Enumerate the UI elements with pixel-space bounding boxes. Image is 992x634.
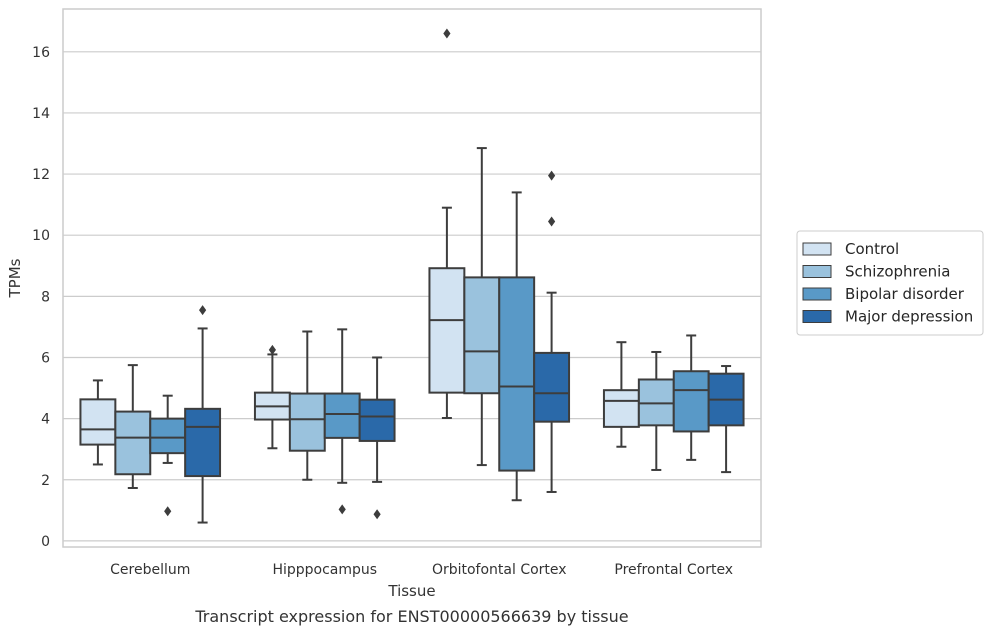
outlier-point [164, 506, 172, 517]
y-tick-label: 4 [41, 412, 50, 428]
box-iqr [358, 398, 396, 442]
box-major-depression [184, 305, 222, 524]
box-control [602, 341, 640, 448]
box-control [79, 379, 117, 466]
y-tick-label: 14 [32, 106, 50, 122]
box-schizophrenia [288, 330, 326, 481]
box-iqr [498, 276, 536, 472]
box-iqr [149, 417, 187, 455]
box-major-depression [358, 356, 396, 520]
box-iqr [602, 389, 640, 428]
box-schizophrenia [463, 147, 501, 467]
y-tick-label: 6 [41, 350, 50, 366]
outlier-point [373, 509, 381, 520]
outlier-point [548, 170, 556, 181]
legend-entry-label: Control [845, 240, 899, 258]
x-tick-label: Cerebellum [110, 562, 190, 578]
box-major-depression [533, 170, 571, 493]
y-tick-label: 0 [41, 534, 50, 550]
box-iqr [323, 392, 361, 439]
box-control [253, 344, 291, 450]
plot-frame [62, 8, 762, 548]
legend: Control Schizophrenia Bipolar disorder Majo… [796, 230, 984, 336]
chart-caption: Transcript expression for ENST0000056663… [194, 607, 628, 626]
outlier-point [548, 216, 556, 227]
y-tick-label: 8 [41, 289, 50, 305]
legend-entry-label: Bipolar disorder [845, 285, 965, 303]
box-schizophrenia [637, 350, 675, 471]
box-control [428, 28, 466, 420]
legend-swatch [802, 310, 832, 323]
outlier-point [199, 305, 207, 316]
x-axis-label: Tissue [387, 582, 435, 600]
outlier-point [443, 28, 451, 39]
box-bipolar-disorder [672, 334, 710, 461]
legend-swatch [802, 265, 832, 278]
x-tick-label: Orbitofontal Cortex [432, 562, 567, 578]
legend-frame [796, 230, 984, 336]
box-iqr [463, 276, 501, 395]
x-tick-label: Prefrontal Cortex [614, 562, 733, 578]
legend-entry-label: Schizophrenia [845, 263, 950, 281]
box-iqr [79, 398, 117, 446]
box-iqr [114, 410, 152, 476]
legend-swatch [802, 287, 832, 301]
box-iqr [672, 370, 710, 433]
box-schizophrenia [114, 364, 152, 490]
box-iqr [288, 392, 326, 452]
y-tick-label: 10 [32, 228, 50, 244]
box-iqr [533, 351, 571, 423]
legend-entry-label: Major depression [845, 308, 973, 326]
y-tick-label: 2 [41, 473, 50, 489]
legend-swatch [802, 242, 832, 256]
box-iqr [184, 407, 222, 478]
box-bipolar-disorder [149, 394, 187, 517]
box-major-depression [707, 365, 745, 474]
y-tick-label: 12 [32, 167, 50, 183]
box-bipolar-disorder [323, 328, 361, 515]
box-iqr [428, 267, 466, 394]
box-bipolar-disorder [498, 191, 536, 502]
outlier-point [338, 504, 346, 515]
x-tick-label: Hipppocampus [272, 562, 377, 578]
y-tick-label: 16 [32, 45, 50, 61]
y-axis-label: TPMs [6, 258, 24, 298]
outlier-point [268, 344, 276, 355]
